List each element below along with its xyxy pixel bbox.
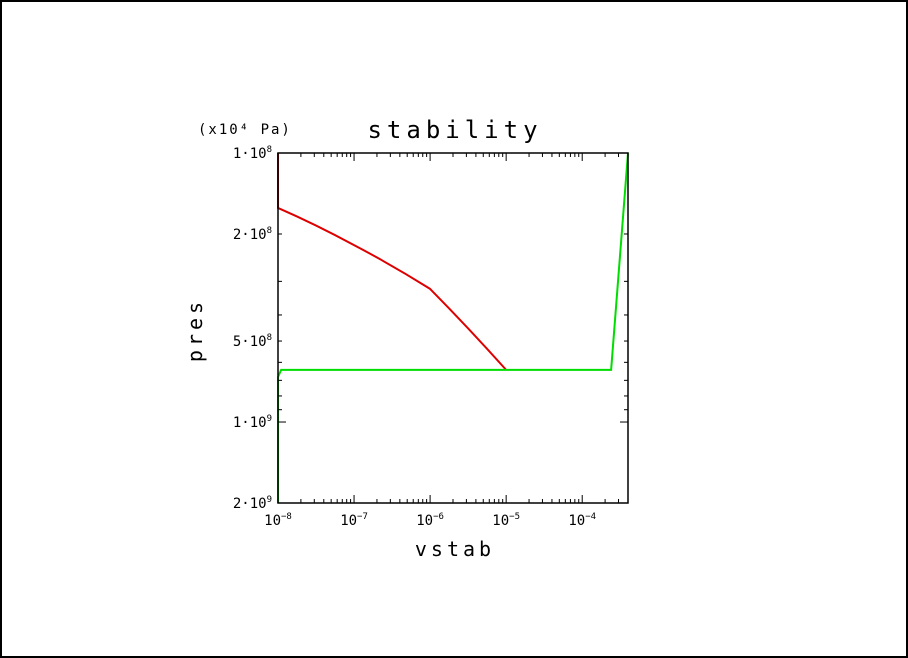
series-line-2 <box>277 152 629 503</box>
chart-title: stability <box>367 116 542 144</box>
y-tick-label: 1·108 <box>233 145 272 162</box>
x-tick-label: 10−5 <box>492 512 520 529</box>
x-tick-label: 10−7 <box>340 512 368 529</box>
tick-layer: 10−8 10−7 10−6 10−5 10−4 1·108 2·108 5·108 1·109… <box>233 145 629 529</box>
y-tick-label: 2·109 <box>233 495 272 512</box>
y-unit-label: (x10⁴ Pa) <box>198 122 292 138</box>
x-tick-label: 10−4 <box>568 512 596 529</box>
y-tick-label: 2·108 <box>233 226 272 243</box>
x-tick-label: 10−6 <box>416 512 444 529</box>
plot-area-frame <box>277 152 629 504</box>
series-layer <box>277 152 629 503</box>
x-tick-label: 10−8 <box>264 512 292 529</box>
y-axis-label: pres <box>183 298 207 362</box>
y-tick-label: 1·109 <box>233 414 272 431</box>
y-tick-label: 5·108 <box>233 333 272 350</box>
series-line-1 <box>277 153 507 371</box>
x-axis-label: vstab <box>415 537 495 561</box>
